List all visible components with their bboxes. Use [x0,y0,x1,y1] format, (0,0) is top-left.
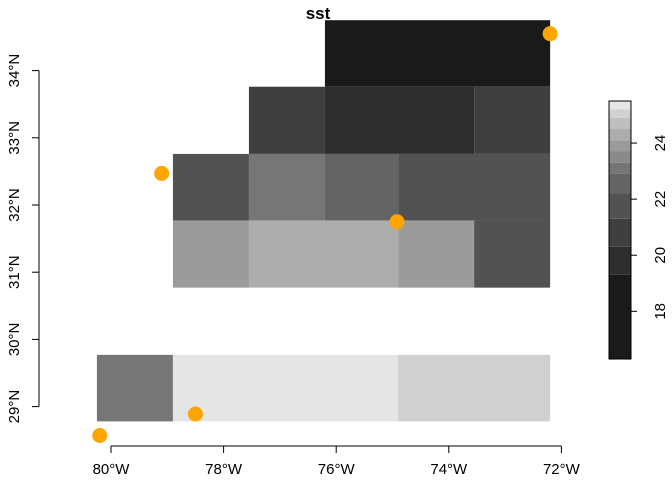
legend-band [609,218,631,247]
raster-cell [324,20,551,87]
legend-tick-label: 18 [652,303,669,320]
station-point [542,26,558,42]
legend-tick-label: 22 [652,191,669,208]
raster-cell [474,86,551,154]
raster-cell [248,220,399,288]
station-point [92,427,108,443]
x-tick-label: 80°W [93,461,131,478]
color-legend: 18 20 22 24 [608,100,669,360]
x-tick-label: 74°W [430,461,468,478]
raster-cell [172,153,249,221]
station-point [389,214,405,230]
legend-band [609,274,631,359]
y-tick-label: 32°N [6,188,23,222]
raster-cell [398,153,551,221]
raster-cell [398,220,475,288]
chart-title: sst [306,4,331,23]
legend-band [609,246,631,275]
raster-cell [324,86,475,154]
station-points [92,26,558,443]
y-axis: 29°N 30°N 31°N 32°N 33°N 34°N [6,54,40,424]
legend-band [609,129,631,141]
raster-cell [324,153,399,221]
raster-cell [172,354,399,422]
raster-cell [474,220,551,288]
x-tick-label: 76°W [318,461,356,478]
legend-frame [608,100,632,360]
legend-band [609,140,631,152]
raster-cell [248,153,325,221]
legend-band [609,193,631,219]
legend-band [609,173,631,194]
legend-tick-label: 24 [652,135,669,152]
y-tick-label: 34°N [6,54,23,88]
y-tick-label: 33°N [6,121,23,155]
y-tick-label: 31°N [6,255,23,289]
station-point [154,165,170,181]
legend-band [609,151,631,163]
raster-cells [96,20,551,422]
y-tick-label: 30°N [6,323,23,357]
x-tick-label: 72°W [543,461,581,478]
legend-tick-label: 20 [652,247,669,264]
x-tick-label: 78°W [205,461,243,478]
raster-cell [172,220,249,288]
legend-band [609,109,631,118]
legend-band [609,117,631,130]
y-tick-label: 29°N [6,390,23,424]
legend-band [609,162,631,174]
raster-cell [398,354,551,422]
raster-cell [248,86,325,154]
raster-cell [96,354,173,422]
station-point [187,406,203,422]
x-axis: 80°W 78°W 76°W 74°W 72°W [93,445,581,478]
legend-band [609,101,631,110]
